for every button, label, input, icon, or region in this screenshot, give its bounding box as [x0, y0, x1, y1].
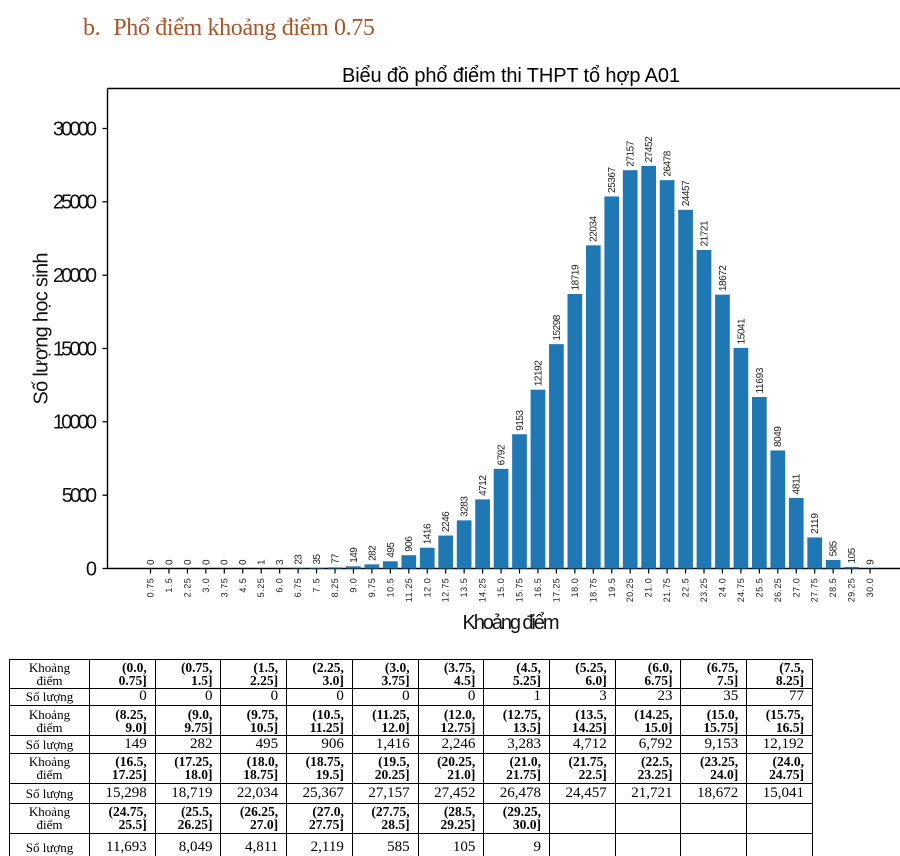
- svg-text:10000: 10000: [53, 412, 97, 434]
- svg-text:23.25: 23.25: [699, 578, 709, 602]
- svg-text:30.0: 30.0: [865, 578, 875, 597]
- svg-text:Số lượng học sinh: Số lượng học sinh: [31, 253, 53, 405]
- svg-text:1.5: 1.5: [164, 578, 174, 592]
- svg-text:26478: 26478: [663, 150, 674, 176]
- svg-text:0: 0: [86, 558, 97, 580]
- svg-text:0: 0: [146, 559, 157, 565]
- svg-text:17.25: 17.25: [551, 578, 561, 602]
- svg-text:906: 906: [404, 536, 415, 552]
- svg-text:8049: 8049: [773, 426, 784, 447]
- svg-text:9.75: 9.75: [367, 578, 377, 597]
- svg-text:0: 0: [164, 559, 175, 565]
- svg-text:15000: 15000: [53, 338, 97, 360]
- svg-text:5000: 5000: [62, 485, 97, 507]
- svg-text:0: 0: [201, 559, 212, 565]
- svg-text:0: 0: [220, 559, 231, 565]
- svg-text:9: 9: [865, 559, 876, 565]
- svg-text:Biểu đồ phổ điểm thi THPT tổ h: Biểu đồ phổ điểm thi THPT tổ hợp A01: [342, 65, 680, 87]
- svg-text:25000: 25000: [53, 192, 97, 214]
- svg-text:105: 105: [847, 547, 858, 563]
- svg-text:16.5: 16.5: [533, 578, 543, 597]
- svg-text:24.75: 24.75: [736, 578, 746, 602]
- svg-text:18.75: 18.75: [588, 578, 598, 602]
- svg-text:12.75: 12.75: [441, 578, 451, 602]
- svg-text:6.0: 6.0: [275, 578, 285, 592]
- svg-text:28.5: 28.5: [828, 578, 838, 597]
- svg-text:Khoảng điểm: Khoảng điểm: [463, 612, 560, 634]
- svg-text:26.25: 26.25: [773, 578, 783, 602]
- svg-text:11693: 11693: [755, 367, 766, 393]
- svg-text:1: 1: [257, 559, 268, 565]
- svg-text:19.5: 19.5: [607, 578, 617, 597]
- svg-text:77: 77: [330, 553, 341, 564]
- svg-text:3: 3: [275, 559, 286, 565]
- svg-text:2246: 2246: [441, 511, 452, 532]
- svg-text:11.25: 11.25: [404, 578, 414, 602]
- svg-text:27157: 27157: [626, 140, 637, 166]
- svg-text:585: 585: [829, 540, 840, 556]
- svg-text:3.75: 3.75: [219, 578, 229, 597]
- svg-text:35: 35: [312, 554, 323, 565]
- svg-text:6.75: 6.75: [293, 578, 303, 597]
- svg-text:27.75: 27.75: [810, 578, 820, 602]
- svg-text:24.0: 24.0: [717, 578, 727, 597]
- svg-text:4811: 4811: [792, 473, 803, 494]
- svg-text:30000: 30000: [53, 118, 97, 140]
- svg-text:2119: 2119: [810, 513, 821, 534]
- svg-text:10.5: 10.5: [385, 578, 395, 597]
- svg-text:282: 282: [367, 545, 378, 561]
- svg-text:20.25: 20.25: [625, 578, 635, 602]
- svg-text:15.75: 15.75: [515, 578, 525, 602]
- svg-text:22034: 22034: [589, 215, 600, 241]
- svg-text:0: 0: [238, 559, 249, 565]
- svg-text:27452: 27452: [644, 136, 655, 162]
- svg-text:4712: 4712: [478, 475, 489, 496]
- svg-text:12192: 12192: [533, 360, 544, 386]
- svg-text:0.75: 0.75: [146, 578, 156, 597]
- svg-text:21721: 21721: [699, 220, 710, 246]
- svg-text:9.0: 9.0: [348, 578, 358, 592]
- svg-text:20000: 20000: [53, 265, 97, 287]
- svg-text:25367: 25367: [607, 167, 618, 193]
- svg-text:14.25: 14.25: [478, 578, 488, 602]
- svg-text:7.5: 7.5: [312, 578, 322, 592]
- svg-text:3283: 3283: [460, 496, 471, 517]
- svg-text:12.0: 12.0: [422, 578, 432, 597]
- svg-text:18.0: 18.0: [570, 578, 580, 597]
- svg-text:0: 0: [183, 559, 194, 565]
- svg-text:18672: 18672: [718, 265, 729, 291]
- svg-text:21.75: 21.75: [662, 578, 672, 602]
- svg-text:23: 23: [294, 554, 305, 565]
- svg-text:25.5: 25.5: [754, 578, 764, 597]
- svg-text:2.25: 2.25: [182, 578, 192, 597]
- svg-text:15298: 15298: [552, 314, 563, 340]
- svg-text:15041: 15041: [736, 318, 747, 344]
- svg-text:29.25: 29.25: [847, 578, 857, 602]
- svg-text:495: 495: [386, 542, 397, 558]
- svg-text:1416: 1416: [423, 523, 434, 544]
- svg-text:3.0: 3.0: [201, 578, 211, 592]
- svg-text:24457: 24457: [681, 180, 692, 206]
- svg-text:15.0: 15.0: [496, 578, 506, 597]
- svg-text:18719: 18719: [570, 264, 581, 290]
- svg-text:13.5: 13.5: [459, 578, 469, 597]
- svg-text:6792: 6792: [496, 444, 507, 465]
- svg-text:8.25: 8.25: [330, 578, 340, 597]
- svg-text:21.0: 21.0: [644, 578, 654, 597]
- svg-text:9153: 9153: [515, 410, 526, 431]
- svg-text:149: 149: [349, 547, 360, 563]
- svg-text:22.5: 22.5: [681, 578, 691, 597]
- svg-text:4.5: 4.5: [238, 578, 248, 592]
- svg-text:5.25: 5.25: [256, 578, 266, 597]
- svg-text:27.0: 27.0: [791, 578, 801, 597]
